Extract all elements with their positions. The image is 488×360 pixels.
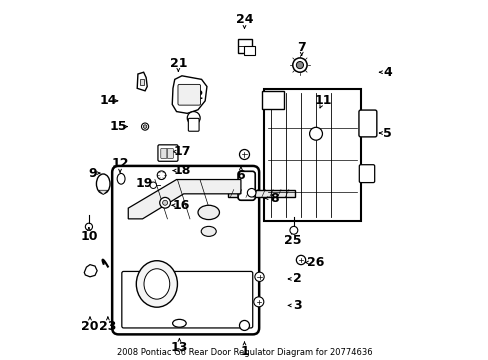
Circle shape: [239, 320, 249, 330]
Text: 7: 7: [297, 41, 305, 54]
FancyBboxPatch shape: [359, 165, 374, 183]
Circle shape: [296, 62, 303, 69]
Text: 21: 21: [169, 57, 187, 70]
Circle shape: [247, 189, 255, 197]
FancyBboxPatch shape: [158, 145, 178, 161]
Circle shape: [292, 58, 306, 72]
Circle shape: [309, 127, 322, 140]
Circle shape: [160, 197, 170, 208]
Text: 26: 26: [307, 256, 324, 269]
FancyBboxPatch shape: [262, 91, 283, 109]
Ellipse shape: [136, 261, 177, 307]
Text: 19: 19: [135, 177, 153, 190]
Text: 24: 24: [235, 13, 253, 26]
Text: 18: 18: [173, 164, 190, 177]
Text: 14: 14: [100, 94, 117, 107]
FancyBboxPatch shape: [140, 79, 143, 85]
Polygon shape: [128, 180, 241, 219]
Text: 23: 23: [99, 320, 116, 333]
Circle shape: [187, 112, 200, 125]
Text: 20: 20: [81, 320, 99, 333]
Text: 22: 22: [185, 89, 203, 102]
FancyBboxPatch shape: [244, 46, 254, 55]
Text: 9: 9: [88, 167, 97, 180]
Ellipse shape: [201, 226, 216, 237]
Text: 2008 Pontiac G6 Rear Door Regulator Diagram for 20774636: 2008 Pontiac G6 Rear Door Regulator Diag…: [117, 347, 371, 356]
FancyBboxPatch shape: [238, 39, 251, 53]
Polygon shape: [172, 76, 206, 113]
Ellipse shape: [172, 319, 186, 327]
Circle shape: [85, 223, 92, 230]
FancyBboxPatch shape: [264, 89, 360, 221]
Ellipse shape: [198, 205, 219, 220]
Circle shape: [143, 125, 146, 129]
Polygon shape: [99, 190, 108, 194]
Text: 4: 4: [383, 66, 391, 79]
Text: 3: 3: [292, 299, 301, 312]
Text: 13: 13: [170, 341, 188, 354]
FancyBboxPatch shape: [112, 166, 259, 334]
Text: 15: 15: [110, 120, 127, 133]
Text: 10: 10: [80, 230, 98, 243]
Circle shape: [239, 149, 249, 159]
Text: 17: 17: [173, 145, 190, 158]
FancyBboxPatch shape: [122, 271, 252, 328]
FancyBboxPatch shape: [161, 148, 166, 158]
Text: 16: 16: [172, 199, 189, 212]
Text: 6: 6: [236, 170, 245, 183]
Circle shape: [289, 226, 297, 234]
Polygon shape: [137, 72, 147, 91]
Ellipse shape: [96, 174, 110, 194]
Circle shape: [253, 297, 263, 307]
FancyBboxPatch shape: [228, 189, 294, 197]
FancyBboxPatch shape: [188, 118, 199, 131]
Text: 12: 12: [111, 157, 128, 170]
Circle shape: [150, 182, 156, 189]
Circle shape: [157, 171, 165, 180]
Text: 25: 25: [284, 234, 301, 247]
FancyBboxPatch shape: [238, 171, 255, 200]
FancyBboxPatch shape: [358, 110, 376, 137]
Ellipse shape: [143, 269, 169, 299]
FancyBboxPatch shape: [167, 148, 173, 158]
Text: 11: 11: [314, 94, 331, 107]
FancyBboxPatch shape: [178, 84, 200, 105]
Text: 8: 8: [269, 192, 278, 204]
Circle shape: [163, 200, 167, 205]
Circle shape: [141, 123, 148, 130]
Text: 5: 5: [383, 126, 391, 140]
Ellipse shape: [117, 174, 125, 184]
Text: 1: 1: [240, 345, 248, 358]
Text: 2: 2: [292, 273, 301, 285]
Circle shape: [296, 255, 305, 265]
Polygon shape: [84, 265, 97, 277]
Circle shape: [254, 272, 264, 282]
